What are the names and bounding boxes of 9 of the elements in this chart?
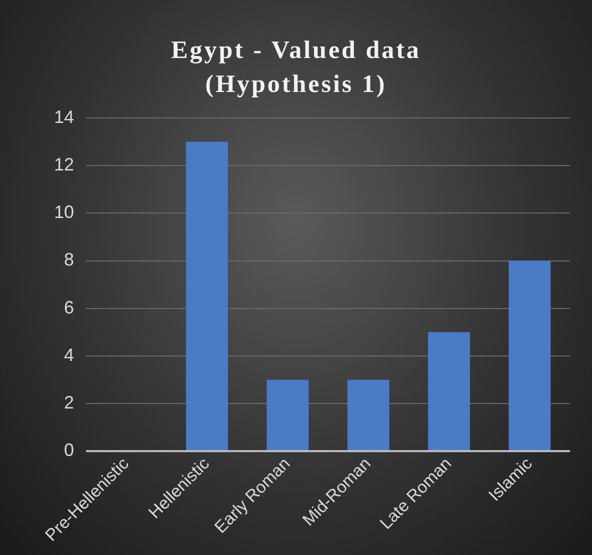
y-tick-label: 4 <box>64 344 74 365</box>
y-tick-label: 6 <box>64 297 74 318</box>
y-tick-label: 14 <box>54 106 74 127</box>
y-tick-label: 12 <box>54 154 74 175</box>
chart-title: Egypt - Valued data (Hypothesis 1) <box>170 36 422 100</box>
y-tick-label: 8 <box>64 250 74 270</box>
y-tick-label: 10 <box>54 202 74 222</box>
y-tick-label: 2 <box>64 392 74 412</box>
y-tick-label: 0 <box>64 440 74 460</box>
